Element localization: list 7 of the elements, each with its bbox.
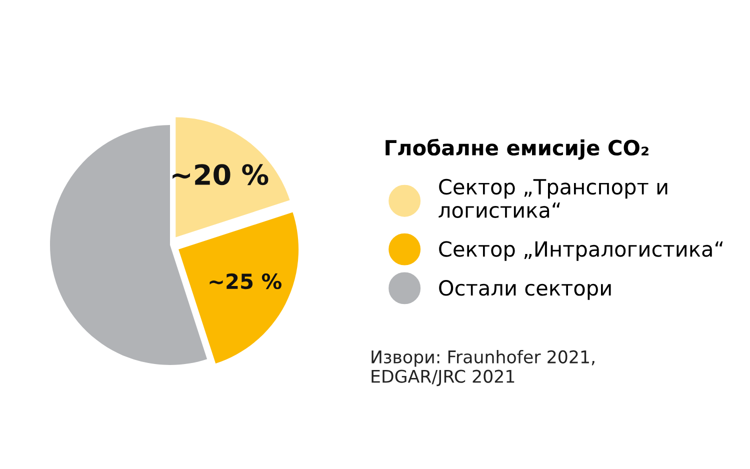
data-label: ~25 % <box>210 273 282 290</box>
text: Извори: Fraunhofer 2021, EDGAR/JRC 2021 <box>372 350 594 386</box>
legend-label: Сектор „Интралогистика“ <box>439 241 723 261</box>
legend-title: Глобалне емисије CO₂ <box>386 138 648 160</box>
legend-label: Остали сектори <box>439 280 611 300</box>
legend-label: Сектор „Транспорт и логистика“ <box>438 178 668 218</box>
data-label: ~20 % <box>172 164 268 186</box>
